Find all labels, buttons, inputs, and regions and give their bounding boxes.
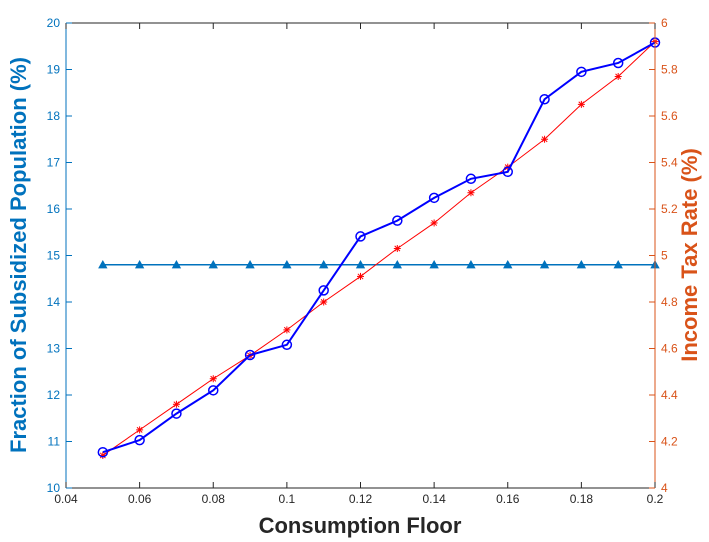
tax-point-stroke: [173, 401, 180, 408]
tax-point-stroke: [283, 326, 290, 333]
x-tick-label: 0.06: [128, 492, 152, 506]
reference-point: [466, 259, 476, 269]
reference-point: [245, 259, 255, 269]
tax-point: [136, 426, 144, 434]
tax-point-stroke: [136, 426, 143, 433]
tax-point-stroke: [357, 273, 364, 280]
subsidized-point: [502, 166, 513, 178]
tax-point: [467, 189, 475, 197]
subsidized-point: [428, 192, 440, 204]
subsidized-point: [318, 285, 329, 296]
tax-point-stroke: [210, 375, 217, 382]
subsidized-point: [171, 408, 182, 419]
y-left-tick-label: 13: [47, 342, 61, 356]
subsidized-point: [539, 94, 550, 105]
subsidized-point: [134, 434, 145, 446]
tax-point: [393, 245, 401, 253]
y-left-tick-label: 10: [47, 481, 61, 495]
x-tick-label: 0.16: [496, 492, 520, 506]
tax-point: [172, 400, 180, 408]
reference-point: [134, 259, 145, 269]
x-tick-label: 0.12: [349, 492, 373, 506]
reference-point: [539, 259, 550, 269]
y-left-axis-title: Fraction of Subsidized Population (%): [6, 57, 31, 453]
reference-point: [171, 259, 182, 269]
reference-point: [282, 259, 292, 269]
subsidized-point: [612, 57, 624, 69]
y-left-tick-label: 19: [47, 63, 61, 77]
tax-point-stroke: [615, 73, 622, 80]
subsidized-point: [392, 215, 403, 226]
y-left-tick-label: 17: [47, 156, 61, 170]
reference-point: [98, 259, 108, 269]
subsidized-point: [97, 446, 109, 458]
y-left-tick-label: 16: [47, 202, 61, 216]
y-right-tick-label: 4.4: [661, 388, 678, 402]
y-right-tick-label: 6: [661, 16, 668, 30]
reference-point: [319, 259, 329, 269]
y-right-tick-label: 5.2: [661, 202, 678, 216]
tax-point: [320, 298, 328, 306]
y-right-tick-label: 4.2: [661, 435, 678, 449]
tax-point: [357, 272, 364, 280]
tax-point-stroke: [467, 189, 474, 196]
reference-point: [429, 259, 439, 269]
y-left-tick-label: 15: [47, 249, 61, 263]
subsidized-series: [97, 37, 661, 458]
x-tick-label: 0.14: [422, 492, 446, 506]
tax-point-stroke: [99, 452, 106, 459]
subsidized-point: [281, 339, 293, 351]
tax-point-stroke: [431, 219, 438, 226]
tax-point: [209, 375, 217, 383]
x-axis-title: Consumption Floor: [259, 513, 462, 538]
x-tick-label: 0.2: [647, 492, 664, 506]
y-right-tick-label: 4.8: [661, 295, 678, 309]
tax-point-stroke: [578, 101, 585, 108]
y-right-tick-label: 4.6: [661, 342, 678, 356]
y-left-tick-label: 14: [47, 295, 61, 309]
y-left-tick-label: 20: [47, 16, 61, 30]
tax-point: [541, 135, 549, 143]
reference-point: [392, 259, 402, 269]
subsidized-point: [355, 231, 366, 242]
tax-series-line: [102, 41, 656, 456]
tax-point: [614, 72, 622, 80]
tax-point-stroke: [394, 245, 401, 252]
y-right-tick-label: 5.6: [661, 109, 678, 123]
reference-point: [355, 259, 366, 269]
x-tick-label: 0.18: [570, 492, 594, 506]
reference-point: [503, 259, 513, 269]
x-tick-label: 0.04: [54, 492, 78, 506]
y-right-tick-label: 5.4: [661, 156, 678, 170]
y-left-tick-label: 12: [47, 388, 61, 402]
subsidized-point: [244, 349, 256, 361]
tax-point-stroke: [320, 299, 327, 305]
y-right-tick-label: 5: [661, 249, 668, 263]
series-layer: [97, 37, 661, 459]
y-left-tick-label: 18: [47, 109, 61, 123]
ticks-layer: 0.04 0.06 0.08 0.1 0.12 0.14 0.16 0.18 0.2 10 11 12…: [47, 16, 678, 506]
y-right-tick-label: 5.8: [661, 63, 678, 77]
subsidized-series-line: [102, 41, 656, 454]
reference-series: [98, 259, 660, 269]
tax-point: [577, 100, 585, 108]
y-right-tick-label: 4: [661, 481, 668, 495]
plot-area: [66, 23, 655, 488]
reference-point: [576, 259, 587, 269]
reference-point: [208, 259, 218, 269]
tax-point: [430, 219, 438, 227]
x-tick-label: 0.1: [279, 492, 296, 506]
tax-series: [99, 38, 659, 459]
subsidized-point: [208, 385, 219, 396]
y-left-tick-label: 11: [48, 435, 61, 449]
y-right-axis-title: Income Tax Rate (%): [677, 148, 702, 362]
subsidized-point: [576, 66, 587, 78]
subsidized-point: [465, 173, 477, 185]
tax-point-stroke: [541, 136, 548, 143]
reference-point: [613, 259, 623, 269]
tax-point: [283, 326, 291, 334]
x-tick-label: 0.08: [202, 492, 226, 506]
